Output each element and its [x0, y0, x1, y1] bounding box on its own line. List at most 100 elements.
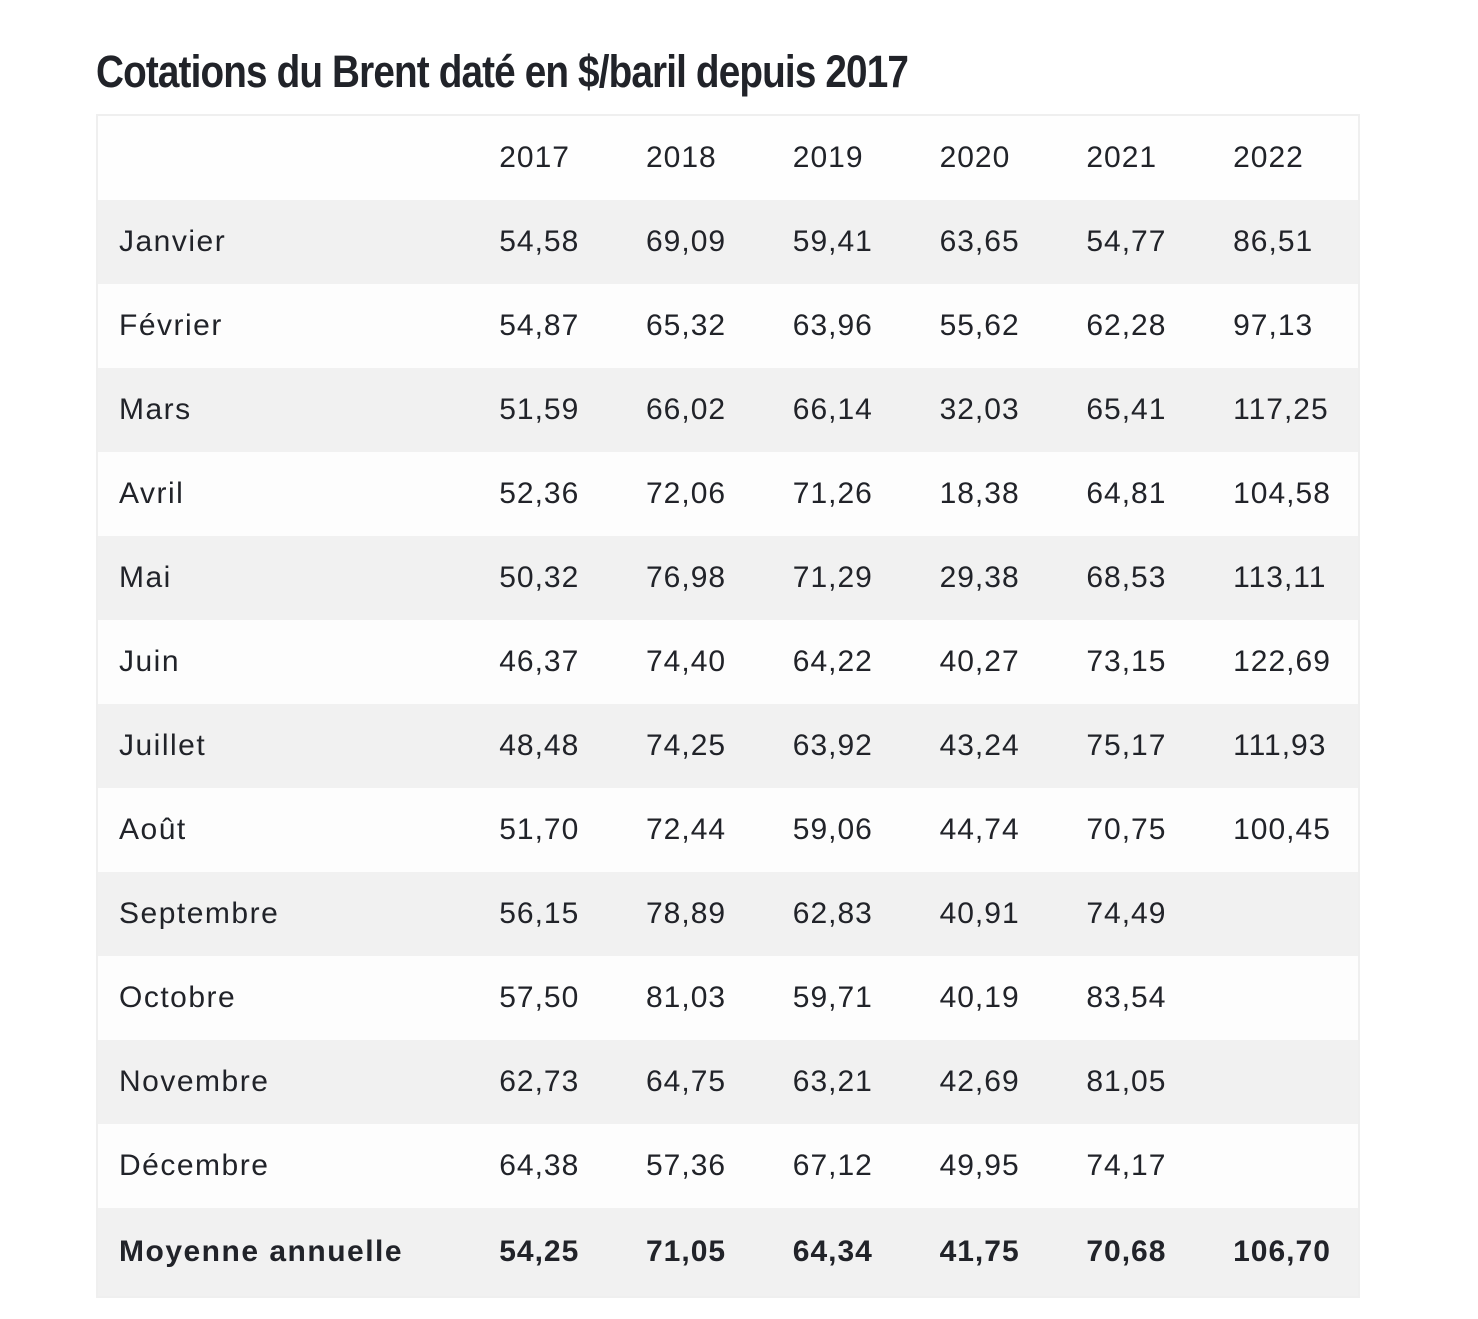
price-cell: 64,75	[646, 1065, 727, 1098]
price-cell: 54,58	[499, 225, 580, 258]
table-row: Mai 50,32 76,98 71,29 29,38 68,53 113,11	[98, 536, 1358, 620]
price-cell: 74,40	[646, 645, 727, 678]
brent-prices-table: 2017 2018 2019 2020 2021 2022 Janvier 54,…	[98, 116, 1358, 1296]
price-cell: 66,14	[792, 393, 873, 426]
price-cell: 52,36	[499, 477, 580, 510]
table-row: Novembre 62,73 64,75 63,21 42,69 81,05	[98, 1040, 1358, 1124]
price-cell: 56,15	[499, 897, 580, 930]
price-cell: 62,73	[499, 1065, 580, 1098]
price-cell: 54,77	[1086, 225, 1167, 258]
table-row: Octobre 57,50 81,03 59,71 40,19 83,54	[98, 956, 1358, 1040]
price-cell: 51,70	[499, 813, 580, 846]
table-row: Décembre 64,38 57,36 67,12 49,95 74,17	[98, 1124, 1358, 1208]
annual-average-cell: 64,34	[792, 1235, 873, 1268]
price-cell: 44,74	[939, 813, 1020, 846]
price-cell: 65,41	[1086, 393, 1167, 426]
price-cell: 32,03	[939, 393, 1020, 426]
price-cell: 64,38	[499, 1149, 580, 1182]
price-cell: 74,25	[646, 729, 727, 762]
price-cell: 62,28	[1086, 309, 1167, 342]
price-cell: 73,15	[1086, 645, 1167, 678]
price-cell: 100,45	[1233, 813, 1331, 846]
price-cell	[1211, 1124, 1358, 1208]
header-year-2017: 2017	[499, 141, 570, 174]
price-cell: 117,25	[1233, 393, 1329, 426]
month-label: Août	[119, 813, 187, 846]
table-header-row: 2017 2018 2019 2020 2021 2022	[98, 116, 1358, 200]
price-cell: 78,89	[646, 897, 727, 930]
price-cell: 42,69	[939, 1065, 1020, 1098]
month-label: Septembre	[119, 897, 280, 930]
table-row: Avril 52,36 72,06 71,26 18,38 64,81 104,58	[98, 452, 1358, 536]
price-cell: 104,58	[1233, 477, 1331, 510]
price-cell: 75,17	[1086, 729, 1167, 762]
price-cell: 40,19	[939, 981, 1020, 1014]
price-cell: 72,44	[646, 813, 727, 846]
price-cell: 40,91	[939, 897, 1020, 930]
price-cell: 57,36	[646, 1149, 727, 1182]
price-cell: 46,37	[499, 645, 580, 678]
month-label: Juin	[119, 645, 181, 678]
header-year-2022: 2022	[1233, 141, 1304, 174]
header-year-2020: 2020	[939, 141, 1011, 174]
price-cell: 86,51	[1233, 225, 1314, 258]
table-row: Juin 46,37 74,40 64,22 40,27 73,15 122,69	[98, 620, 1358, 704]
price-cell: 59,71	[792, 981, 873, 1014]
price-cell	[1211, 956, 1358, 1040]
price-cell: 29,38	[939, 561, 1020, 594]
price-cell: 63,65	[939, 225, 1020, 258]
month-label: Février	[119, 309, 223, 342]
month-label: Mai	[119, 561, 172, 594]
price-cell: 18,38	[939, 477, 1020, 510]
month-label: Avril	[119, 477, 185, 510]
annual-average-cell: 106,70	[1233, 1235, 1331, 1268]
price-cell: 70,75	[1086, 813, 1167, 846]
price-cell: 67,12	[792, 1149, 873, 1182]
price-cell: 63,92	[792, 729, 873, 762]
price-cell: 74,17	[1086, 1149, 1167, 1182]
header-empty-cell	[98, 116, 477, 200]
table-row: Juillet 48,48 74,25 63,92 43,24 75,17 111,93	[98, 704, 1358, 788]
price-cell: 59,06	[792, 813, 873, 846]
price-cell: 51,59	[499, 393, 580, 426]
price-cell: 71,26	[792, 477, 873, 510]
price-cell: 81,05	[1086, 1065, 1167, 1098]
header-year-2019: 2019	[792, 141, 864, 174]
price-cell: 63,21	[792, 1065, 873, 1098]
month-label: Mars	[119, 393, 192, 426]
price-cell: 54,87	[499, 309, 580, 342]
price-cell: 81,03	[646, 981, 727, 1014]
price-cell: 63,96	[792, 309, 873, 342]
price-cell: 64,22	[792, 645, 873, 678]
price-cell: 97,13	[1233, 309, 1314, 342]
annual-average-cell: 54,25	[499, 1235, 580, 1268]
price-cell: 65,32	[646, 309, 727, 342]
month-label: Décembre	[119, 1149, 270, 1182]
price-cell	[1211, 872, 1358, 956]
price-cell: 69,09	[646, 225, 727, 258]
header-year-2021: 2021	[1086, 141, 1158, 174]
month-label: Octobre	[119, 981, 237, 1014]
price-cell: 64,81	[1086, 477, 1167, 510]
price-cell: 59,41	[792, 225, 873, 258]
annual-average-cell: 70,68	[1086, 1235, 1167, 1268]
table-row: Mars 51,59 66,02 66,14 32,03 65,41 117,25	[98, 368, 1358, 452]
month-label: Juillet	[119, 729, 207, 762]
table-row: Août 51,70 72,44 59,06 44,74 70,75 100,45	[98, 788, 1358, 872]
month-label: Novembre	[119, 1065, 270, 1098]
annual-average-row: Moyenne annuelle 54,25 71,05 64,34 41,75 70,6…	[98, 1208, 1358, 1296]
price-cell: 113,11	[1233, 561, 1327, 594]
price-cell: 71,29	[792, 561, 873, 594]
price-cell: 74,49	[1086, 897, 1167, 930]
annual-average-cell: 71,05	[646, 1235, 727, 1268]
price-cell: 72,06	[646, 477, 727, 510]
annual-average-label: Moyenne annuelle	[119, 1235, 404, 1268]
price-cell: 66,02	[646, 393, 727, 426]
price-cell	[1211, 1040, 1358, 1124]
month-label: Janvier	[119, 225, 227, 258]
price-cell: 48,48	[499, 729, 580, 762]
price-cell: 122,69	[1233, 645, 1331, 678]
price-cell: 40,27	[939, 645, 1020, 678]
table-row: Septembre 56,15 78,89 62,83 40,91 74,49	[98, 872, 1358, 956]
price-cell: 111,93	[1233, 729, 1327, 762]
